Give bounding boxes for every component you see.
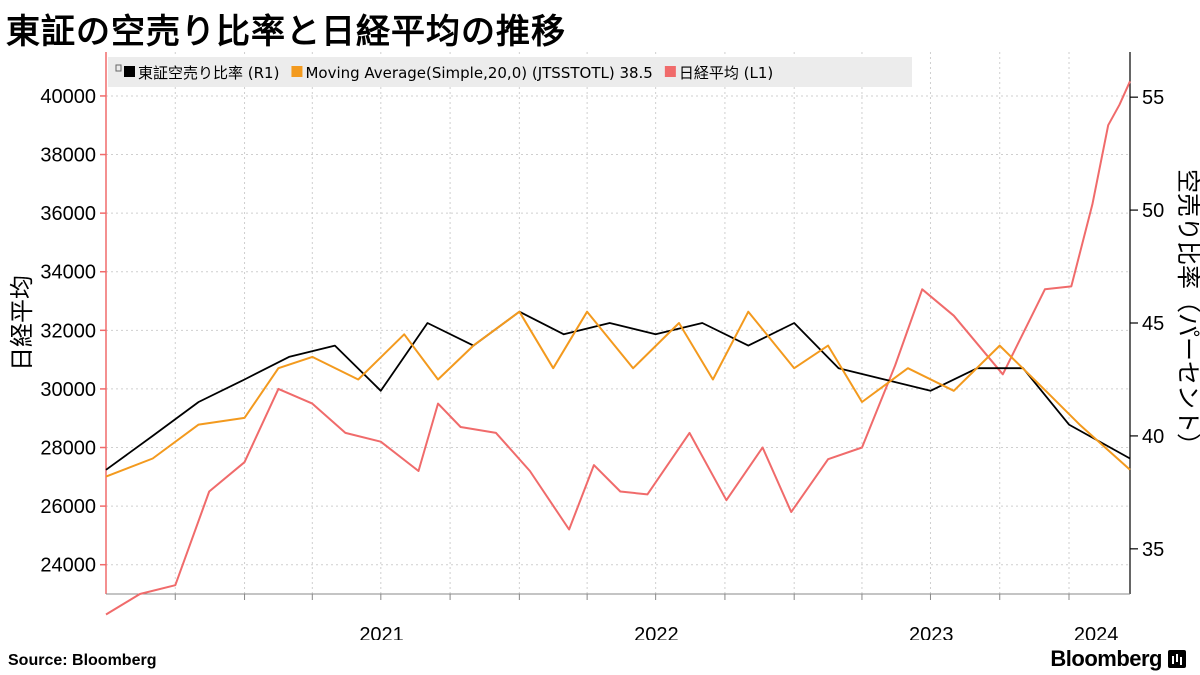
left-tick-label: 32000 [40, 320, 96, 342]
x-tick-label: 2022 [634, 624, 679, 640]
right-tick-label: 35 [1142, 539, 1164, 561]
brand-name: Bloomberg [1050, 646, 1162, 671]
x-tick-label: 2021 [359, 624, 404, 640]
series-line [105, 310, 1131, 471]
series-line [105, 310, 1131, 478]
plot-area: 24000 26000 28000 30000 32000 34000 36000 38000… [8, 52, 1200, 640]
right-tick-label: 50 [1142, 200, 1164, 222]
left-tick-label: 40000 [40, 86, 96, 108]
right-tick-label: 55 [1142, 87, 1164, 109]
legend-label: 東証空売り比率 (R1) [138, 64, 279, 82]
x-tick-label: 2024 [1074, 624, 1119, 640]
left-tick-label: 26000 [40, 496, 96, 518]
left-tick-label: 36000 [40, 203, 96, 225]
legend-swatch [664, 66, 676, 77]
left-tick-label: 30000 [40, 379, 96, 401]
x-tick-label: 2023 [909, 624, 954, 640]
page-title: 東証の空売り比率と日経平均の推移 [6, 12, 566, 52]
chart-svg: 24000 26000 28000 30000 32000 34000 36000 38000… [8, 52, 1200, 640]
right-axis-title: 空売り比率（パーセント） [1174, 169, 1200, 457]
left-tick-label: 24000 [40, 555, 96, 577]
left-tick-label: 34000 [40, 262, 96, 284]
legend-box [108, 57, 912, 87]
legend-label: 日経平均 (L1) [679, 64, 773, 82]
right-tick-label: 40 [1142, 426, 1164, 448]
left-axis-title: 日経平均 [8, 275, 36, 371]
terminal-icon [1168, 650, 1186, 668]
legend-label: Moving Average(Simple,20,0) (JTSSTOTL) 3… [305, 64, 652, 82]
legend-swatch [291, 66, 303, 77]
left-tick-label: 38000 [40, 145, 96, 167]
series-line [105, 80, 1131, 616]
right-tick-label: 45 [1142, 313, 1164, 335]
legend-pin-icon [115, 64, 122, 72]
brand-logo: Bloomberg [1050, 646, 1186, 672]
source-note: Source: Bloomberg [8, 652, 157, 669]
left-tick-label: 28000 [40, 438, 96, 460]
legend-swatch [124, 66, 135, 77]
